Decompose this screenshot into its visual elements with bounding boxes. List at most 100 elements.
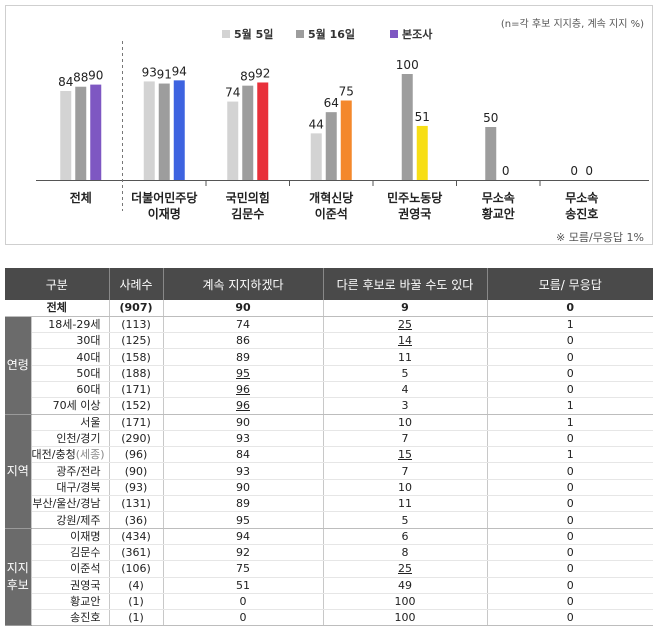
bar-2 (416, 125, 428, 180)
data-label: 91 (157, 68, 172, 82)
cell-sample-size: (93) (109, 479, 164, 497)
cell-dont-know: 0 (487, 348, 653, 366)
cell-dont-know: 0 (487, 577, 653, 594)
cell-may-switch: 3 (323, 397, 488, 415)
cell-may-switch: 6 (323, 528, 488, 545)
bar-1 (485, 127, 497, 180)
table-row: 60대 (171) 96 4 0 (5, 381, 653, 399)
row-label: 70세 이상 (31, 397, 110, 415)
cell-keep-support: 96 (163, 381, 324, 399)
cell-may-switch: 11 (323, 348, 488, 366)
bar-0 (60, 90, 72, 180)
cell-dont-know: 1 (487, 446, 653, 464)
table-row: 50대 (188) 95 5 0 (5, 365, 653, 382)
cell-sample-size: (152) (109, 397, 164, 415)
data-label: 0 (585, 164, 593, 178)
cell-keep-support: 93 (163, 430, 324, 448)
row-label: 대구/경북 (31, 479, 110, 497)
data-label: 51 (415, 110, 430, 124)
cell-dont-know: 0 (487, 462, 653, 480)
category-label: 권영국 (398, 206, 431, 221)
data-label: 90 (88, 69, 103, 83)
table-row: 송진호 (1) 0 100 0 (5, 609, 653, 627)
bar-0 (310, 133, 322, 180)
category-label: 개혁신당 (309, 190, 353, 205)
table-row-total: 전체 (907) 90 9 0 (5, 300, 653, 317)
table-row: 이준석 (106) 75 25 0 (5, 560, 653, 578)
row-label: 광주/전라 (31, 462, 110, 480)
header-category: 구분 (5, 268, 110, 300)
data-label: 89 (240, 70, 255, 84)
row-label: 서울 (31, 414, 110, 431)
cell-dont-know: 0 (487, 300, 653, 317)
cell-sample-size: (4) (109, 577, 164, 594)
category-label: 전체 (70, 190, 92, 205)
bar-2 (90, 84, 102, 180)
table-header-row: 구분 사례수 계속 지지하겠다 다른 후보로 바꿀 수도 있다 모름/ 무응답 (5, 268, 653, 300)
cell-may-switch: 100 (323, 593, 488, 611)
cell-sample-size: (290) (109, 430, 164, 448)
cell-dont-know: 0 (487, 430, 653, 448)
cell-dont-know: 0 (487, 544, 653, 562)
bar-2 (257, 82, 269, 180)
cell-may-switch: 14 (323, 332, 488, 350)
category-label: 무소속 (482, 191, 515, 205)
data-label: 84 (58, 75, 73, 89)
cell-may-switch: 5 (323, 365, 488, 382)
row-label: 송진호 (31, 609, 110, 627)
row-label: 황교안 (31, 593, 110, 611)
row-label: 전체 (5, 300, 110, 317)
table-row: 인천/경기 (290) 93 7 0 (5, 430, 653, 448)
cell-keep-support: 84 (163, 446, 324, 464)
cell-dont-know: 1 (487, 397, 653, 415)
table-row: 70세 이상 (152) 96 3 1 (5, 397, 653, 415)
cell-keep-support: 89 (163, 495, 324, 513)
cell-dont-know: 0 (487, 479, 653, 497)
table-row: 지역 서울 (171) 90 10 1 (5, 414, 653, 529)
row-label: 이준석 (31, 560, 110, 578)
category-label: 더불어민주당 (131, 190, 197, 205)
row-label: 50대 (31, 365, 110, 382)
bar-1 (401, 74, 413, 180)
cell-may-switch: 25 (323, 560, 488, 578)
data-label: 94 (172, 64, 187, 78)
category-label: 무소속 (565, 191, 598, 205)
header-dont-know: 모름/ 무응답 (487, 268, 653, 300)
crosstab-table: 구분 사례수 계속 지지하겠다 다른 후보로 바꿀 수도 있다 모름/ 무응답 … (5, 268, 653, 632)
row-label-extra: (세종) (75, 448, 105, 462)
cell-keep-support: 75 (163, 560, 324, 578)
row-label: 40대 (31, 348, 110, 366)
cell-may-switch: 11 (323, 495, 488, 513)
legend-swatch (296, 30, 304, 38)
cell-keep-support: 86 (163, 332, 324, 350)
data-label: 100 (396, 58, 419, 72)
header-may-switch: 다른 후보로 바꿀 수도 있다 (323, 268, 488, 300)
bar-1 (158, 83, 170, 180)
cell-may-switch: 25 (323, 316, 488, 334)
category-label: 김문수 (231, 206, 264, 221)
data-label: 93 (142, 65, 157, 79)
legend-label: 본조사 (402, 27, 433, 41)
row-label: 강원/제주 (31, 511, 110, 529)
bar-1 (75, 86, 87, 180)
cell-dont-know: 0 (487, 381, 653, 399)
cell-may-switch: 8 (323, 544, 488, 562)
bar-1 (325, 112, 337, 180)
data-label: 88 (73, 71, 88, 85)
cell-dont-know: 0 (487, 511, 653, 529)
row-label: 18세-29세 (31, 316, 110, 334)
table-row: 대전/충청(세종) (96) 84 15 1 (5, 446, 653, 464)
chart-note: (n=각 후보 지지층, 계속 지지 %) (500, 19, 644, 30)
chart-footnote: ※ 모름/무응답 1% (556, 231, 644, 244)
cell-sample-size: (125) (109, 332, 164, 350)
cell-sample-size: (171) (109, 381, 164, 399)
cell-dont-know: 1 (487, 316, 653, 334)
cell-dont-know: 0 (487, 495, 653, 513)
cell-dont-know: 0 (487, 560, 653, 578)
legend-swatch (390, 30, 398, 38)
bar-1 (242, 85, 254, 180)
cell-keep-support: 0 (163, 593, 324, 611)
cell-sample-size: (131) (109, 495, 164, 513)
cell-sample-size: (434) (109, 528, 164, 545)
